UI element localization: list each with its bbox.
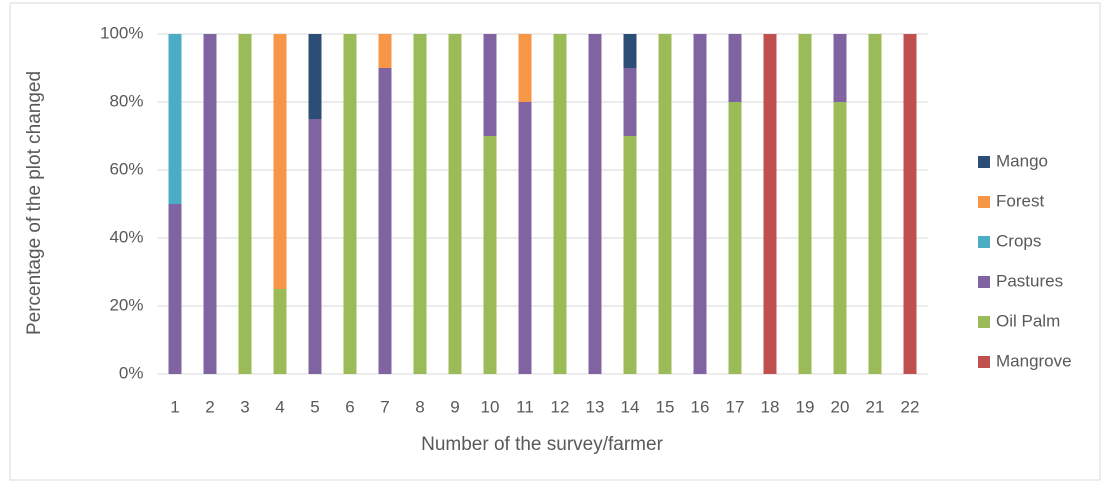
legend-swatch — [978, 356, 990, 368]
bar-segment — [868, 34, 882, 374]
legend-label: Oil Palm — [996, 311, 1060, 330]
y-tick-label: 60% — [109, 159, 143, 178]
bar-segment — [483, 136, 497, 374]
x-tick-label: 2 — [205, 397, 214, 416]
y-tick-label: 40% — [109, 227, 143, 246]
x-axis-label: Number of the survey/farmer — [421, 434, 663, 455]
legend-label: Forest — [996, 191, 1044, 210]
x-tick-label: 12 — [551, 397, 570, 416]
x-tick-label: 16 — [691, 397, 710, 416]
legend-swatch — [978, 276, 990, 288]
legend-swatch — [978, 196, 990, 208]
bar-segment — [623, 136, 637, 374]
bar-segment — [343, 34, 357, 374]
bar-segment — [483, 34, 497, 136]
bar-segment — [378, 68, 392, 374]
x-tick-label: 15 — [656, 397, 675, 416]
y-tick-label: 20% — [109, 295, 143, 314]
x-tick-label: 22 — [901, 397, 920, 416]
x-tick-label: 20 — [831, 397, 850, 416]
bar-segment — [273, 289, 287, 374]
y-tick-label: 100% — [100, 23, 143, 42]
bar-segment — [448, 34, 462, 374]
x-tick-label: 7 — [380, 397, 389, 416]
bar-segment — [833, 34, 847, 102]
bar-segment — [413, 34, 427, 374]
y-tick-label: 80% — [109, 91, 143, 110]
bar-segment — [623, 34, 637, 68]
x-tick-label: 4 — [275, 397, 284, 416]
y-tick-label: 0% — [119, 363, 144, 382]
y-axis-label: Percentage of the plot changed — [24, 71, 45, 335]
legend-label: Mangrove — [996, 351, 1072, 370]
bar-segment — [763, 34, 777, 374]
bar-segment — [308, 119, 322, 374]
x-tick-label: 17 — [726, 397, 745, 416]
x-tick-label: 19 — [796, 397, 815, 416]
x-tick-label: 18 — [761, 397, 780, 416]
bar-segment — [693, 34, 707, 374]
bar-segment — [553, 34, 567, 374]
legend-swatch — [978, 316, 990, 328]
bar-segment — [623, 68, 637, 136]
bar-segment — [518, 34, 532, 102]
bar-segment — [903, 34, 917, 374]
bar-segment — [833, 102, 847, 374]
legend-label: Pastures — [996, 271, 1063, 290]
x-tick-label: 13 — [586, 397, 605, 416]
x-tick-label: 10 — [481, 397, 500, 416]
bar-segment — [168, 34, 182, 204]
legend-label: Crops — [996, 231, 1041, 250]
bar-segment — [658, 34, 672, 374]
bar-segment — [238, 34, 252, 374]
bar-segment — [518, 102, 532, 374]
legend-label: Mango — [996, 151, 1048, 170]
bar-segment — [168, 204, 182, 374]
x-tick-label: 1 — [170, 397, 179, 416]
bar-segment — [273, 34, 287, 289]
x-tick-label: 8 — [415, 397, 424, 416]
x-tick-label: 5 — [310, 397, 319, 416]
x-tick-label: 11 — [516, 397, 534, 416]
bar-segment — [588, 34, 602, 374]
x-tick-label: 9 — [450, 397, 459, 416]
legend-swatch — [978, 236, 990, 248]
x-tick-label: 3 — [240, 397, 249, 416]
bar-segment — [798, 34, 812, 374]
legend-swatch — [978, 156, 990, 168]
x-tick-label: 14 — [621, 397, 640, 416]
bar-segment — [308, 34, 322, 119]
bar-segment — [728, 34, 742, 102]
x-tick-label: 6 — [345, 397, 354, 416]
x-tick-label: 21 — [866, 397, 885, 416]
bar-segment — [728, 102, 742, 374]
bar-segment — [378, 34, 392, 68]
bar-segment — [203, 34, 217, 374]
